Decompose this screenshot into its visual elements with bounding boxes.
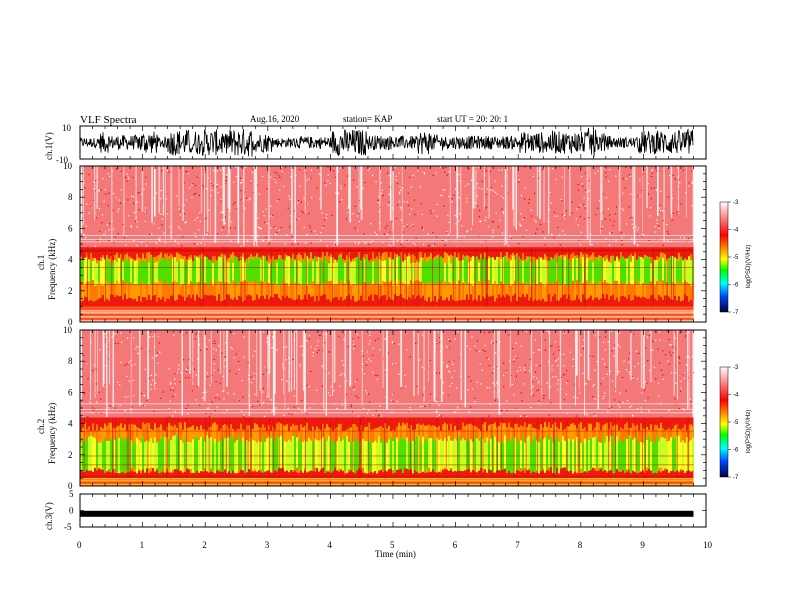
- y-tick-label: 10: [63, 161, 73, 171]
- colorbar-tick-label: -6: [733, 283, 739, 289]
- x-tick-label: 2: [202, 540, 207, 550]
- colorbar-tick-label: -3: [733, 200, 739, 206]
- y-tick-label: 0: [68, 317, 73, 327]
- x-tick-label: 9: [640, 540, 645, 550]
- ch2-spectrogram-image: [80, 330, 695, 486]
- start-time-label: start UT = 20: 20: 1: [437, 114, 508, 124]
- ch3-ylabel: ch.3(V): [44, 502, 54, 530]
- y-tick-label: 0: [69, 506, 74, 516]
- ch1-waveform-panel: 10 -10 ch.1(V): [44, 123, 707, 165]
- x-tick-label: 1: [140, 540, 145, 550]
- figure-title: VLF Spectra: [80, 114, 137, 126]
- ch1-spec-ylabel-line1: ch.1: [36, 255, 46, 270]
- y-tick-label: 5: [69, 489, 74, 499]
- x-tick-labels: 0 1 2 3 4 5 6 7 8 9 10: [77, 540, 713, 550]
- ch1-ytick-top: 10: [62, 123, 72, 133]
- y-tick-label: 8: [68, 356, 73, 366]
- ch1-ylabel: ch.1(V): [44, 132, 54, 160]
- colorbar-tick-label: -7: [733, 310, 739, 316]
- y-tick-label: 10: [63, 325, 73, 335]
- y-tick-label: 6: [68, 223, 73, 233]
- colorbar-tick-label: -7: [733, 475, 739, 481]
- y-tick-label: 6: [68, 387, 73, 397]
- station-label: station= KAP: [343, 114, 392, 124]
- colorbar-tick-label: -4: [733, 393, 739, 399]
- ch2-colorbar-label: log(PSD)(V²/Hz): [746, 410, 752, 453]
- x-tick-label: 8: [578, 540, 583, 550]
- x-tick-label: 4: [327, 540, 332, 550]
- ch1-ytick-bottom: -10: [56, 155, 68, 165]
- ch2-spectrogram-panel: 0 2 4 6 8 10 ch.2 Frequency (kHz): [36, 325, 707, 491]
- ch1-waveform-line: [79, 127, 694, 157]
- x-axis-label: Time (min): [375, 549, 416, 559]
- ch2-spec-ylabel-line2: Frequency (kHz): [47, 403, 57, 464]
- ch1-spec-ylabel-line2: Frequency (kHz): [47, 239, 57, 300]
- y-tick-label: 8: [68, 192, 73, 202]
- colorbar-tick-label: -5: [733, 255, 739, 261]
- x-tick-label: 5: [390, 540, 395, 550]
- ch1-spectrogram-panel: 0 2 4 6 8 10 ch.1 Frequency (kHz): [36, 161, 707, 327]
- x-tick-label: 10: [703, 540, 713, 550]
- y-tick-label: 2: [68, 286, 73, 296]
- x-tick-label: 6: [453, 540, 458, 550]
- colorbar-tick-label: -4: [733, 228, 739, 234]
- ch2-spec-ylabel-line1: ch.2: [36, 419, 46, 434]
- ch1-colorbar: -3 -4 -5 -6 -7 log(PSD)(V²/Hz): [719, 200, 752, 316]
- ch1-colorbar-label: log(PSD)(V²/Hz): [746, 245, 752, 288]
- y-tick-label: 0: [68, 481, 73, 491]
- y-tick-label: -5: [64, 522, 72, 532]
- ch3-waveform-band: [80, 510, 694, 517]
- y-tick-label: 4: [68, 419, 73, 429]
- colorbar-tick-label: -5: [733, 420, 739, 426]
- date-label: Aug.16, 2020: [250, 114, 300, 124]
- y-tick-label: 4: [68, 255, 73, 265]
- x-tick-label: 3: [265, 540, 270, 550]
- x-tick-label: 7: [515, 540, 520, 550]
- x-tick-label: 0: [77, 540, 82, 550]
- y-tick-label: 2: [68, 450, 73, 460]
- colorbar-tick-label: -6: [733, 448, 739, 454]
- colorbar-tick-label: -3: [733, 365, 739, 371]
- ch3-waveform-panel: 5 0 -5 ch.3(V): [44, 489, 707, 532]
- ch1-spectrogram-image: [80, 166, 695, 322]
- ch2-colorbar: -3 -4 -5 -6 -7 log(PSD)(V²/Hz): [719, 365, 752, 481]
